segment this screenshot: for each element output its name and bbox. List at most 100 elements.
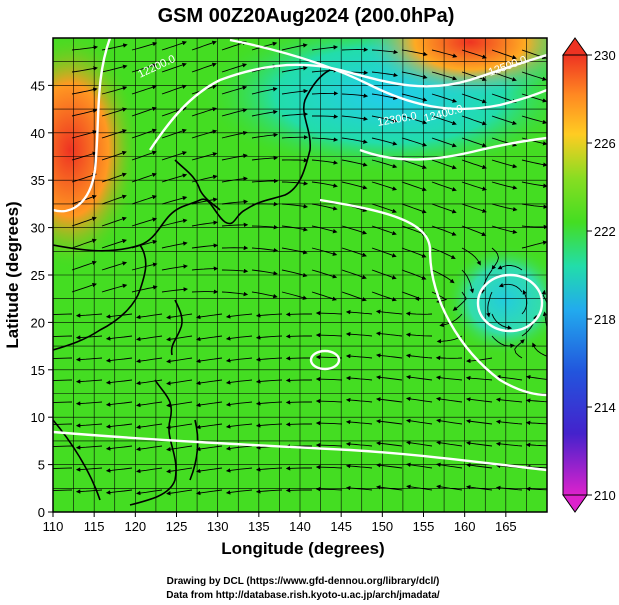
colorbar: 210 214 218 222 226 230 bbox=[562, 37, 616, 513]
streamline bbox=[281, 203, 309, 209]
streamline bbox=[401, 159, 427, 170]
streamline bbox=[311, 137, 339, 142]
streamline bbox=[75, 379, 103, 384]
streamline bbox=[281, 247, 308, 255]
streamline bbox=[75, 423, 103, 428]
streamline bbox=[75, 489, 103, 494]
streamline bbox=[461, 93, 487, 104]
credit-line-1: Drawing by DCL (https://www.gfd-dennou.o… bbox=[167, 576, 440, 587]
streamline bbox=[405, 332, 433, 338]
streamline bbox=[315, 420, 343, 426]
streamline bbox=[312, 114, 339, 119]
streamline bbox=[431, 49, 458, 58]
streamline bbox=[101, 194, 127, 205]
streamline bbox=[431, 115, 457, 126]
streamline bbox=[371, 247, 397, 258]
streamline bbox=[221, 291, 249, 297]
colorbar-tick-label: 218 bbox=[594, 312, 616, 327]
streamline bbox=[191, 40, 217, 51]
streamline bbox=[525, 442, 547, 448]
streamline bbox=[281, 43, 308, 51]
streamline bbox=[491, 247, 499, 270]
y-tick-label: 0 bbox=[38, 505, 45, 520]
streamline bbox=[251, 87, 278, 95]
streamline bbox=[521, 203, 547, 209]
streamline bbox=[221, 222, 249, 228]
streamline bbox=[311, 291, 337, 301]
streamline bbox=[191, 243, 219, 249]
streamline bbox=[461, 49, 487, 59]
streamline bbox=[341, 181, 368, 190]
y-tick-label: 20 bbox=[31, 315, 45, 330]
streamline bbox=[341, 137, 368, 144]
streamline bbox=[495, 419, 523, 425]
streamline bbox=[311, 203, 338, 211]
streamline bbox=[521, 137, 547, 146]
streamline bbox=[281, 225, 308, 232]
streamline bbox=[375, 441, 403, 447]
streamline bbox=[521, 224, 547, 230]
streamline bbox=[521, 181, 547, 188]
streamline bbox=[461, 247, 481, 266]
streamline bbox=[131, 106, 157, 117]
streamline bbox=[311, 68, 339, 73]
streamline bbox=[161, 128, 187, 139]
streamline bbox=[541, 289, 547, 304]
streamline bbox=[166, 423, 193, 430]
streamline bbox=[401, 291, 421, 302]
streamline bbox=[435, 396, 463, 403]
colorbar-tick-label: 214 bbox=[594, 400, 616, 415]
streamline bbox=[255, 379, 283, 384]
streamline bbox=[371, 49, 399, 55]
streamline bbox=[131, 217, 158, 227]
streamline bbox=[431, 181, 457, 192]
streamline bbox=[131, 172, 157, 183]
colorbar-arrow-top bbox=[562, 37, 588, 56]
streamline bbox=[166, 401, 193, 408]
streamline bbox=[525, 420, 547, 426]
streamline bbox=[191, 152, 218, 161]
streamline bbox=[166, 489, 193, 496]
streamline bbox=[521, 289, 528, 315]
streamline bbox=[371, 269, 397, 280]
streamline bbox=[166, 313, 193, 320]
streamline bbox=[405, 396, 433, 403]
streamline bbox=[281, 291, 308, 300]
streamline bbox=[495, 485, 523, 491]
streamline bbox=[341, 225, 368, 235]
streamline bbox=[401, 49, 428, 57]
streamline bbox=[101, 64, 128, 73]
streamline bbox=[311, 247, 338, 256]
streamline bbox=[161, 84, 187, 95]
colorbar-tick-label: 222 bbox=[594, 224, 616, 239]
streamline bbox=[375, 463, 403, 469]
streamline bbox=[491, 71, 517, 82]
streamline bbox=[461, 181, 487, 191]
streamline bbox=[75, 313, 103, 318]
streamline bbox=[405, 374, 433, 381]
streamline bbox=[405, 418, 433, 425]
coastlines bbox=[53, 69, 331, 506]
streamline bbox=[191, 220, 218, 227]
y-tick-label: 30 bbox=[31, 221, 45, 236]
streamline bbox=[461, 203, 487, 213]
streamline bbox=[406, 462, 433, 469]
streamline bbox=[135, 467, 163, 474]
streamline bbox=[521, 93, 547, 103]
y-tick-label: 10 bbox=[31, 410, 45, 425]
streamline bbox=[105, 335, 133, 341]
streamline bbox=[431, 203, 457, 214]
streamline bbox=[436, 484, 463, 491]
streamline bbox=[255, 423, 283, 428]
x-tick-label: 120 bbox=[124, 519, 146, 534]
streamline bbox=[191, 129, 218, 139]
streamline bbox=[225, 489, 253, 495]
streamline bbox=[161, 287, 189, 293]
streamline bbox=[345, 485, 373, 491]
streamline bbox=[315, 332, 343, 338]
streamline bbox=[161, 241, 188, 249]
streamline bbox=[345, 309, 373, 315]
streamline bbox=[225, 313, 253, 319]
streamline bbox=[71, 66, 98, 73]
streamline bbox=[345, 397, 373, 403]
